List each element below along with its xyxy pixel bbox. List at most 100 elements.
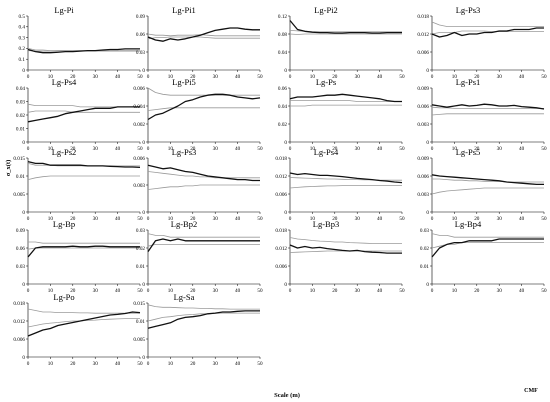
series-line-main xyxy=(27,106,140,123)
y-tick-label: 0 xyxy=(22,355,25,361)
series-line-envelope xyxy=(290,100,402,102)
y-tick-label: 0.2 xyxy=(19,46,26,52)
series-line-envelope xyxy=(147,87,260,96)
y-tick-label: 0.006 xyxy=(133,86,145,92)
x-tick-label: 50 xyxy=(257,216,263,222)
x-tick-label: 20 xyxy=(190,216,196,222)
series-line-envelope xyxy=(431,113,544,116)
series-line-envelope xyxy=(147,312,260,322)
y-tick-label: 0 xyxy=(22,68,25,74)
chart-panel: Lg-Pi 0 0.1 0.2 0.3 0.4 0.5 0 10 20 30 40 50 xyxy=(19,5,143,80)
x-tick-label: 20 xyxy=(70,288,76,294)
x-tick-label: 30 xyxy=(355,146,361,152)
x-tick-label: 30 xyxy=(213,361,219,367)
series-line-main xyxy=(27,160,141,169)
x-tick-label: 40 xyxy=(377,146,383,152)
series-line-envelope xyxy=(289,185,402,189)
x-tick-label: 40 xyxy=(235,288,241,294)
x-tick-label: 50 xyxy=(541,216,547,222)
y-tick-label: 0 xyxy=(22,140,25,146)
x-tick-label: 50 xyxy=(399,216,405,222)
y-tick-label: 0.1 xyxy=(19,57,26,63)
series-line-envelope xyxy=(431,30,544,35)
x-tick-label: 30 xyxy=(497,288,503,294)
x-tick-label: 20 xyxy=(332,216,338,222)
y-tick-label: 0.018 xyxy=(275,228,287,234)
series-line-main xyxy=(147,27,260,42)
x-tick-label: 20 xyxy=(70,216,76,222)
panel-title: Lg-Ps3 xyxy=(456,5,481,15)
x-tick-label: 40 xyxy=(235,361,241,367)
series-line-main xyxy=(289,172,403,184)
y-tick-label: 0.006 xyxy=(275,264,287,270)
x-tick-label: 10 xyxy=(168,74,174,80)
y-tick-label: 0.02 xyxy=(16,113,25,119)
series-line-main xyxy=(27,48,140,54)
y-tick-label: 0.018 xyxy=(417,14,429,20)
series-line-envelope xyxy=(147,171,260,179)
y-tick-label: 0 xyxy=(284,140,287,146)
x-tick-label: 30 xyxy=(93,216,99,222)
y-tick-label: 0 xyxy=(284,68,287,74)
y-tick-label: 0.01 xyxy=(16,126,25,132)
x-tick-label: 40 xyxy=(377,216,383,222)
x-tick-label: 20 xyxy=(190,288,196,294)
x-tick-label: 0 xyxy=(27,288,30,294)
y-tick-label: 0.006 xyxy=(13,337,25,343)
y-tick-label: 0.015 xyxy=(133,301,145,307)
x-tick-label: 0 xyxy=(147,146,150,152)
series-line-envelope xyxy=(27,110,140,113)
chart-panel: Lg-Po 0 0.006 0.012 0.018 0 10 20 30 40 50 xyxy=(13,292,143,367)
y-tick-label: 0.4 xyxy=(19,25,26,31)
x-tick-label: 30 xyxy=(213,288,219,294)
series-line-main xyxy=(289,93,402,103)
x-tick-label: 50 xyxy=(399,288,405,294)
y-tick-label: 0.006 xyxy=(417,104,429,110)
x-tick-label: 50 xyxy=(541,146,547,152)
panel-title: Lg-Ps1 xyxy=(456,77,481,87)
x-tick-label: 10 xyxy=(310,216,316,222)
x-tick-label: 50 xyxy=(137,216,143,222)
x-tick-label: 50 xyxy=(137,361,143,367)
x-tick-label: 10 xyxy=(310,146,316,152)
series-line-main xyxy=(289,244,402,254)
x-tick-label: 10 xyxy=(452,146,458,152)
y-tick-label: 0 xyxy=(142,210,145,216)
y-tick-label: 0.009 xyxy=(417,156,429,162)
x-tick-label: 30 xyxy=(497,216,503,222)
x-tick-label: 20 xyxy=(190,74,196,80)
panel-title: Lg-Pi2 xyxy=(314,5,338,15)
x-tick-label: 20 xyxy=(474,146,480,152)
x-tick-label: 30 xyxy=(213,146,219,152)
x-tick-label: 30 xyxy=(355,288,361,294)
x-tick-label: 30 xyxy=(213,74,219,80)
y-tick-label: 0 xyxy=(426,210,429,216)
x-tick-label: 0 xyxy=(27,146,30,152)
y-tick-label: 0 xyxy=(284,282,287,288)
y-tick-label: 0.06 xyxy=(278,86,287,92)
y-tick-label: 0.018 xyxy=(275,156,287,162)
panel-title: Lg-Ps3 xyxy=(172,147,197,157)
series-line-envelope xyxy=(147,36,260,40)
series-line-envelope xyxy=(290,104,402,107)
chart-panel: Lg-Pi2 0 0.04 0.08 0.12 0 10 20 30 40 50 xyxy=(278,5,405,80)
panel-title: Lg-Ps4 xyxy=(52,77,77,87)
x-tick-label: 30 xyxy=(93,74,99,80)
x-tick-label: 10 xyxy=(48,216,54,222)
x-tick-label: 0 xyxy=(27,361,30,367)
y-tick-label: 0 xyxy=(142,140,145,146)
x-tick-label: 40 xyxy=(115,361,121,367)
x-tick-label: 10 xyxy=(310,74,316,80)
x-tick-label: 10 xyxy=(48,146,54,152)
y-tick-label: 0.12 xyxy=(278,14,287,20)
y-tick-label: 0.004 xyxy=(133,104,145,110)
y-tick-label: 0.012 xyxy=(275,174,287,180)
x-tick-label: 50 xyxy=(257,74,263,80)
y-tick-label: 0.02 xyxy=(420,246,429,252)
y-tick-label: 0.06 xyxy=(16,246,25,252)
